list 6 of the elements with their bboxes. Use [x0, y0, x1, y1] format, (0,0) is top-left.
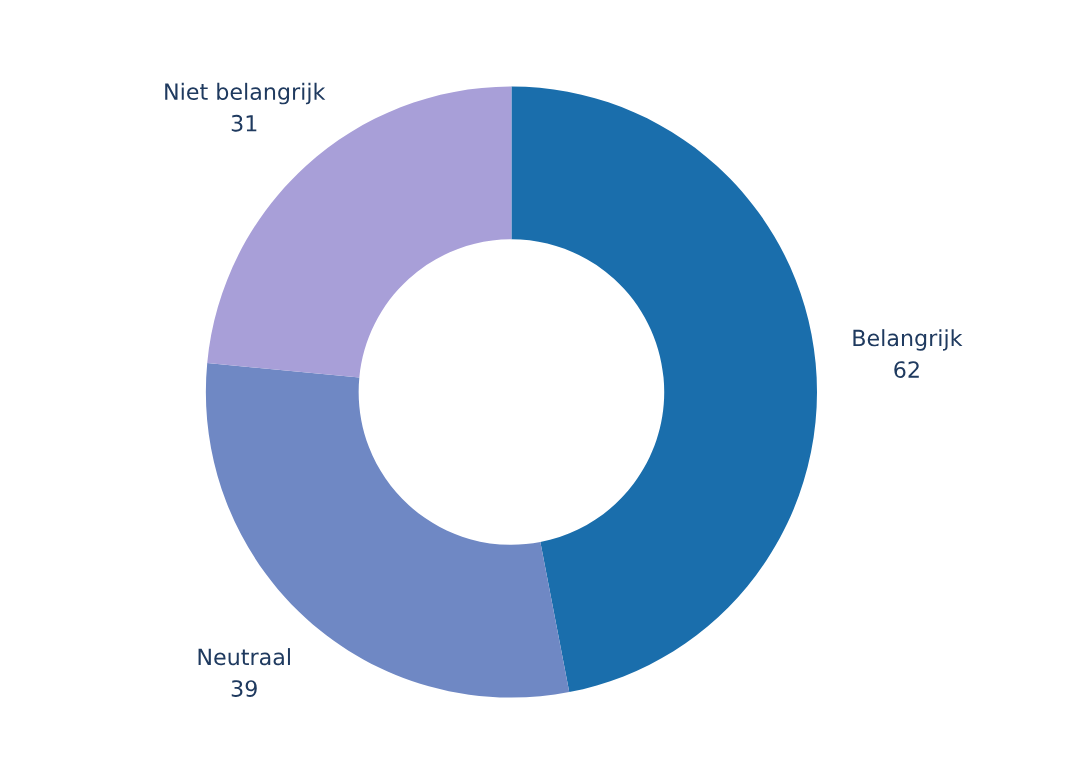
slice-label: Belangrijk — [853, 329, 963, 351]
data-label: 31 — [231, 114, 257, 132]
slice-label: Niet belangrijk — [165, 82, 326, 105]
data-label: 62 — [894, 361, 919, 378]
data-label: 39 — [231, 680, 257, 697]
slice-label: Neutraal — [198, 648, 290, 666]
